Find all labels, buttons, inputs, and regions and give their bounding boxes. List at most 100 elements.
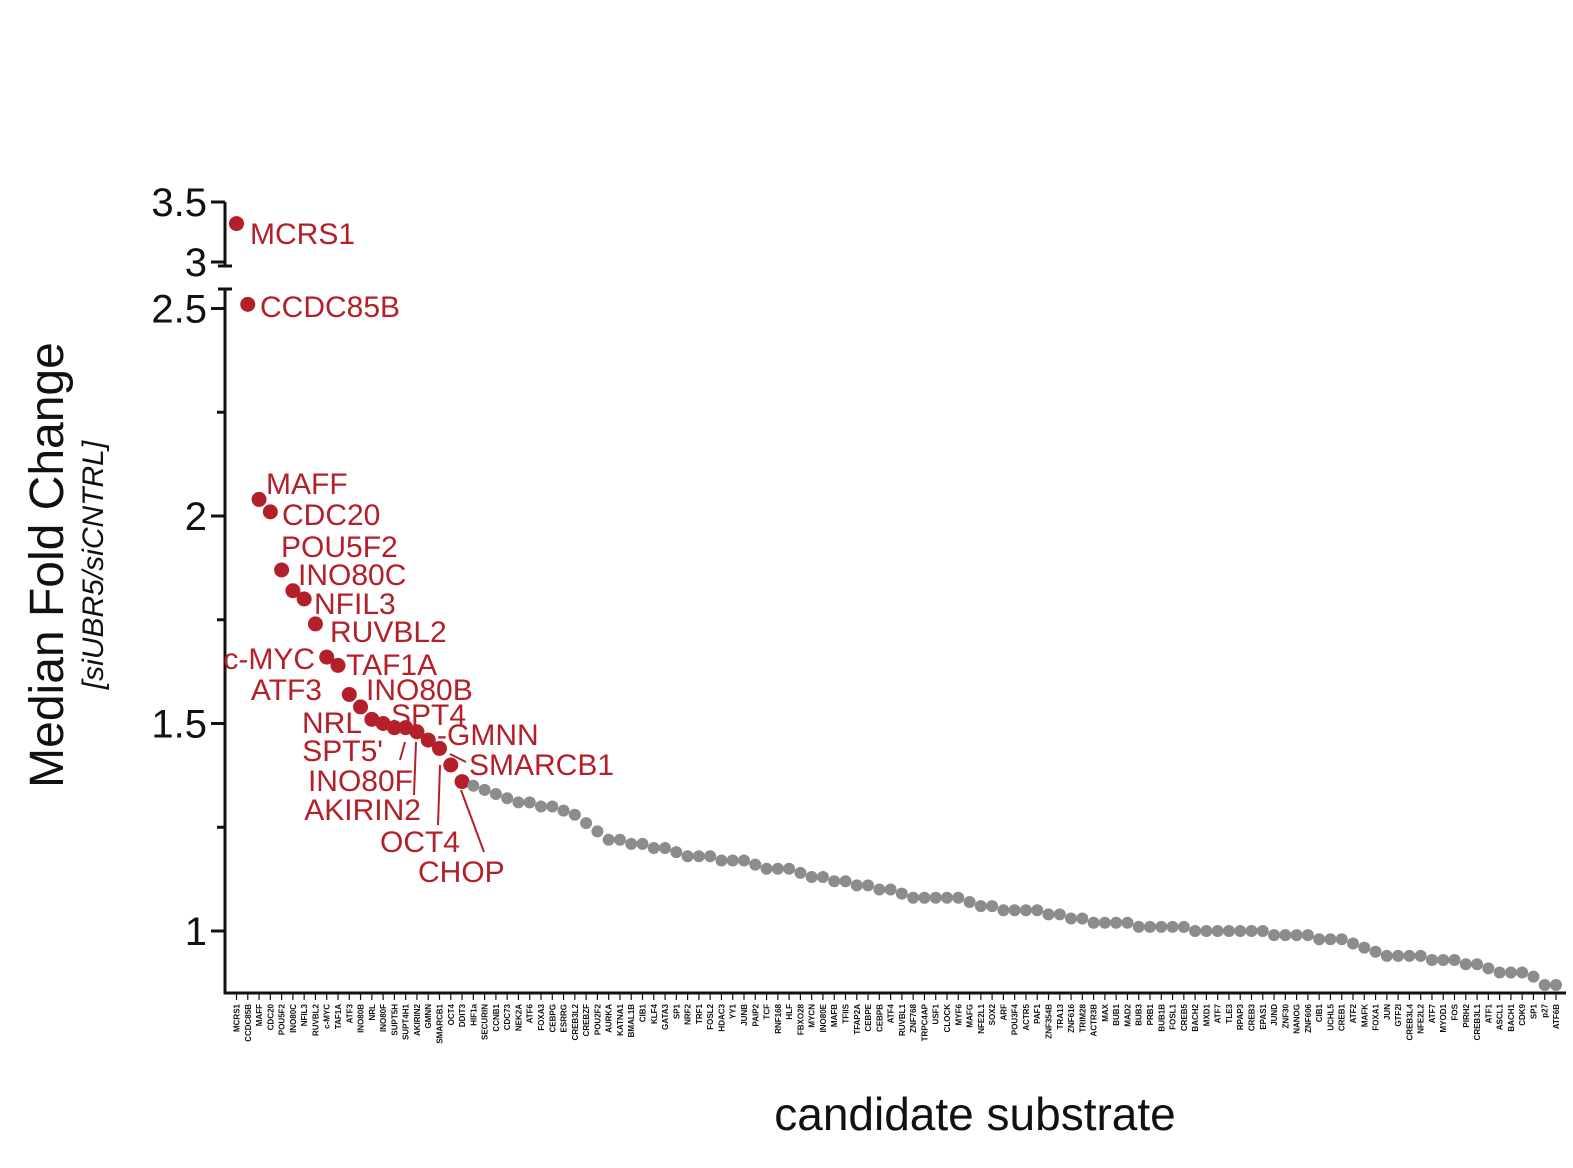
x-tick-label: YY1 [729, 1003, 738, 1019]
data-point [692, 850, 705, 863]
point-label: INO80C [298, 559, 406, 592]
data-point [1211, 925, 1224, 937]
data-point [1471, 958, 1484, 971]
data-point [625, 837, 638, 850]
data-point [738, 854, 750, 867]
x-tick-label: JUNB [740, 1004, 749, 1026]
highlight-point [364, 711, 380, 727]
data-point [726, 854, 739, 867]
x-tick-label: ASCL1 [1496, 1003, 1505, 1030]
x-tick-label: TLE3 [1225, 1003, 1234, 1023]
x-tick-label: POU5F2 [278, 1003, 287, 1035]
data-point [501, 792, 514, 805]
data-point [1493, 966, 1506, 979]
leader-lines [399, 741, 485, 853]
data-point [704, 850, 717, 863]
data-point [918, 891, 931, 904]
x-tick-label: ATF4 [887, 1003, 896, 1023]
data-point [1516, 966, 1529, 979]
point-label: c-MYC [223, 643, 315, 676]
data-point [1245, 925, 1258, 937]
x-tick-label: DDIT3 [458, 1003, 467, 1027]
data-point [659, 842, 672, 854]
x-tick-label: MYOD1 [1439, 1003, 1448, 1032]
data-point [1065, 912, 1078, 925]
x-tick-label: c-MYC [323, 1004, 332, 1029]
data-point [1019, 904, 1032, 917]
x-tick-label: GMNN [424, 1004, 433, 1029]
x-tick-label: FOSL1 [1169, 1003, 1178, 1029]
data-point [1380, 949, 1393, 962]
x-tick-label: ESRRG [560, 1004, 569, 1032]
x-tick-label: CREB3 [1248, 1003, 1257, 1031]
data-point [907, 891, 920, 904]
x-tick-label: ATF3 [345, 1003, 354, 1023]
x-tick-label: AKIRIN2 [413, 1003, 422, 1036]
x-tick-label: SOX2 [988, 1003, 997, 1025]
data-point [1166, 920, 1179, 933]
x-tick-label: CIB1 [1315, 1003, 1324, 1022]
x-tick-label: NFE2L2 [1417, 1003, 1426, 1033]
data-point [602, 833, 615, 846]
point-label: CDC20 [282, 499, 380, 532]
x-tick-label: TFAP2A [853, 1004, 862, 1035]
x-tick-label: CCDC85B [244, 1004, 253, 1042]
highlight-point [386, 720, 402, 736]
leader-chop [460, 789, 485, 853]
x-tick-label: CIB1 [639, 1003, 648, 1022]
highlight-point [409, 724, 425, 740]
highlight-point [454, 774, 470, 790]
data-point [1132, 920, 1145, 933]
x-tick-label: NRL [368, 1004, 377, 1021]
x-tick-label: HLF [785, 1004, 794, 1020]
data-point [1144, 920, 1156, 933]
data-point [1335, 933, 1348, 946]
data-point [850, 879, 863, 892]
data-point [523, 796, 536, 809]
data-point [478, 783, 491, 796]
point-label: AKIRIN2 [304, 794, 421, 827]
data-point [1425, 954, 1438, 967]
data-point [783, 862, 796, 875]
x-tick-label: TCF [763, 1004, 772, 1020]
x-tick-label: NANOG [1293, 1004, 1302, 1034]
x-tick-label: AURKA [605, 1004, 614, 1033]
x-tick-label: ZNF768 [909, 1003, 918, 1032]
x-tick-label: CEBPG [548, 1004, 557, 1032]
data-point [839, 875, 852, 888]
data-point [647, 842, 660, 854]
x-tick-label: CDC73 [503, 1003, 512, 1030]
x-tick-label: TRIM28 [1078, 1003, 1087, 1032]
point-label: INO80B [366, 674, 473, 707]
data-point [1347, 937, 1359, 950]
data-point [1110, 916, 1123, 929]
data-point [681, 850, 694, 863]
data-point [760, 862, 773, 875]
x-tick-label: SP1 [672, 1003, 681, 1019]
data-point [749, 858, 762, 871]
data-point [580, 817, 593, 830]
x-tick-label: ZNF354B [1045, 1004, 1054, 1039]
data-point [952, 891, 965, 904]
point-label: SMARCB1 [469, 749, 614, 782]
x-tick-label: ATF7 [1428, 1003, 1437, 1023]
data-point [816, 871, 829, 884]
highlight-point [443, 757, 459, 773]
point-label: SPT5' [302, 735, 383, 768]
point-label: NRL [302, 707, 362, 740]
data-point [1234, 925, 1247, 937]
point-label: RUVBL2 [330, 616, 447, 649]
data-point [1008, 904, 1021, 917]
x-tick-label: ZNF606 [1304, 1003, 1313, 1032]
x-tick-label: MYF6 [954, 1003, 963, 1025]
x-tick-label: CEBPE [864, 1003, 873, 1031]
data-point [1414, 949, 1427, 962]
highlight-point [274, 562, 290, 578]
highlight-point [432, 740, 447, 756]
x-tick-label: BUB1B [1157, 1004, 1166, 1032]
x-tick-label: MXD1 [1202, 1003, 1211, 1026]
data-point [1268, 929, 1281, 942]
x-tick-label: ATF6 [526, 1003, 535, 1023]
x-tick-label: MAX [1101, 1003, 1110, 1021]
